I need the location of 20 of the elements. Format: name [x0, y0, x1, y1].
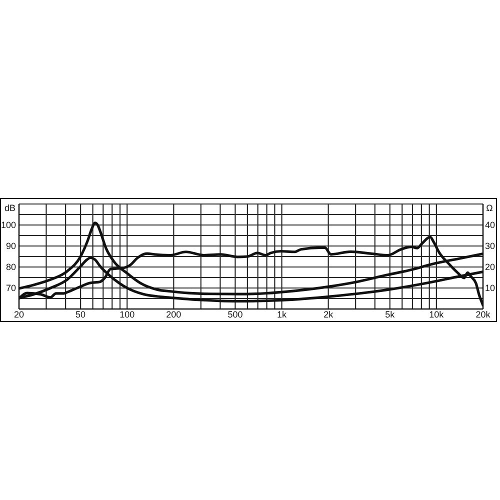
x-tick-label: 500 — [228, 309, 243, 320]
y-tick-label: 70 — [6, 283, 16, 294]
y2-axis-title: Ω — [486, 203, 494, 213]
x-tick-label: 2k — [324, 309, 334, 320]
x-tick-label: 200 — [166, 309, 182, 320]
x-tick-label: 10k — [429, 309, 444, 320]
x-tick-label: 50 — [76, 309, 86, 320]
x-tick-label: 100 — [120, 309, 135, 320]
y2-tick-label: 20 — [485, 262, 496, 272]
x-tick-label: 5k — [385, 309, 396, 320]
y-axis-title: dB — [4, 203, 16, 213]
x-tick-label: 20 — [14, 309, 24, 320]
y2-tick-label: 30 — [485, 241, 496, 252]
y2-tick-label: 40 — [485, 220, 496, 230]
y-tick-label: 90 — [6, 241, 16, 252]
x-tick-label: 1k — [277, 309, 288, 320]
y2-tick-label: 10 — [485, 283, 496, 294]
y-tick-label: 80 — [6, 262, 16, 272]
y-tick-label: 100 — [0, 220, 16, 230]
x-tick-label: 20k — [476, 309, 491, 320]
